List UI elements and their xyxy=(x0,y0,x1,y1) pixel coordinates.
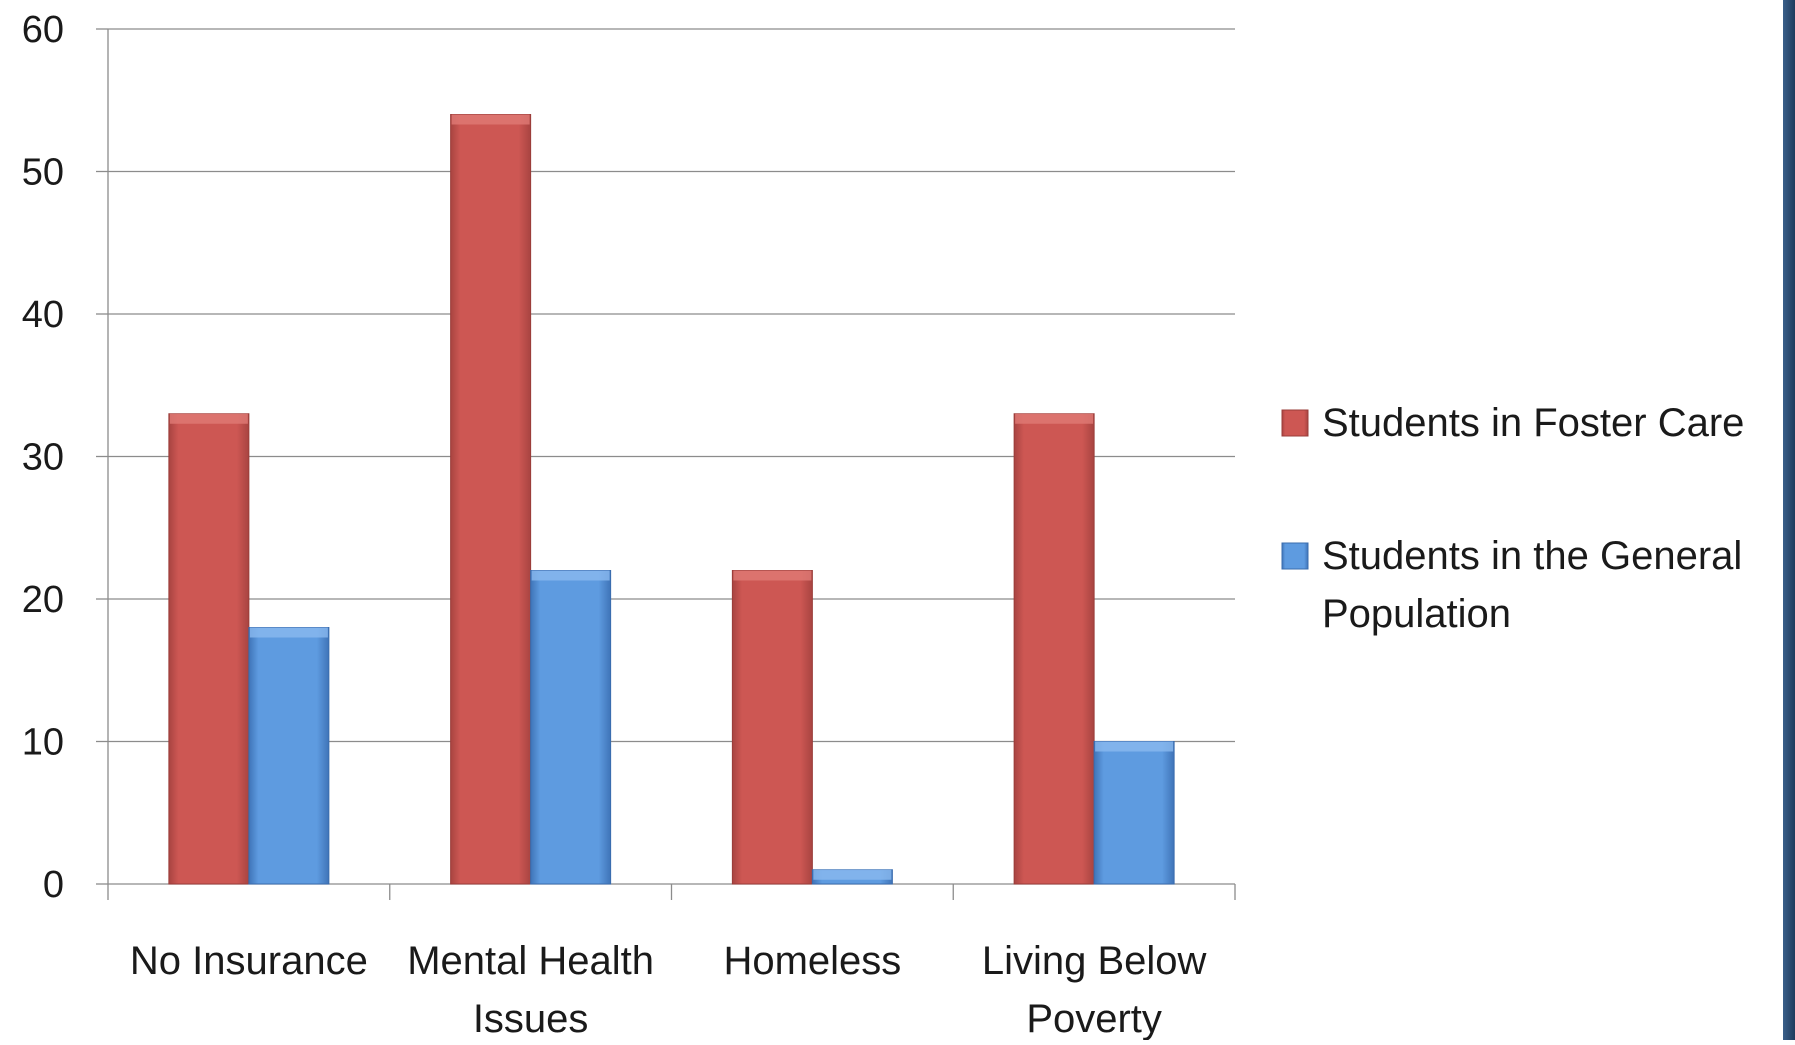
y-tick-label: 30 xyxy=(22,437,64,479)
bar-body xyxy=(248,627,330,885)
bar xyxy=(1093,741,1175,885)
bar-top-bevel xyxy=(169,413,248,424)
legend-label: Students in Foster Care xyxy=(1322,401,1744,445)
x-tick-label: Mental Health xyxy=(407,939,654,983)
bar-top-bevel xyxy=(813,869,892,880)
slide-edge-stripe xyxy=(1783,0,1795,1040)
y-tick-label: 20 xyxy=(22,579,64,621)
y-tick-label: 60 xyxy=(22,9,64,51)
bar-body xyxy=(731,570,813,885)
y-tick-label: 0 xyxy=(43,864,64,906)
legend: Students in Foster Care Students in the G… xyxy=(1281,401,1744,636)
bar-body xyxy=(1093,741,1175,885)
legend-swatch xyxy=(1281,409,1309,437)
legend-swatch xyxy=(1281,542,1309,570)
legend-item: Students in Foster Care xyxy=(1281,401,1744,445)
bar xyxy=(168,413,250,885)
bar-top-bevel xyxy=(733,570,812,581)
legend-label: Population xyxy=(1322,592,1511,636)
bar-body xyxy=(1013,413,1095,885)
axis-labels: 0 10 20 30 40 50 60 No Insurance Mental Health Is… xyxy=(22,9,1207,1041)
bar-body xyxy=(450,114,532,885)
bar-top-bevel xyxy=(249,627,328,638)
x-tick-label: Homeless xyxy=(723,939,901,983)
bar xyxy=(811,869,893,885)
bar xyxy=(530,570,612,885)
y-tick-label: 50 xyxy=(22,152,64,194)
y-tick-label: 40 xyxy=(22,294,64,336)
bar-top-bevel xyxy=(1095,741,1174,752)
legend-item: Students in the General Population xyxy=(1281,534,1742,636)
x-tick-label: Issues xyxy=(473,997,589,1040)
bar-body xyxy=(530,570,612,885)
bar xyxy=(248,627,330,885)
bar-top-bevel xyxy=(451,114,530,125)
bars xyxy=(168,114,1175,885)
x-tick-label: Living Below xyxy=(982,939,1207,983)
bar-top-bevel xyxy=(531,570,610,581)
bar-body xyxy=(168,413,250,885)
bar xyxy=(1013,413,1095,885)
x-tick-label: Poverty xyxy=(1026,997,1162,1040)
bar xyxy=(731,570,813,885)
bar xyxy=(450,114,532,885)
legend-label: Students in the General xyxy=(1322,534,1742,578)
bar-top-bevel xyxy=(1015,413,1094,424)
x-tick-label: No Insurance xyxy=(130,939,368,983)
y-tick-label: 10 xyxy=(22,722,64,764)
